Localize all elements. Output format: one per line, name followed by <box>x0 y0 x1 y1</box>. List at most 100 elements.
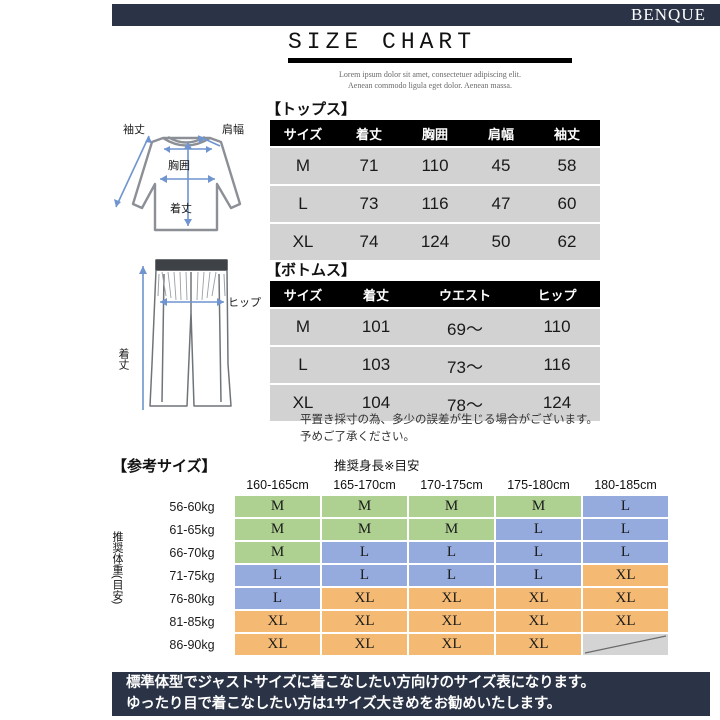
reference-weight-label: 71-75kg <box>169 568 215 583</box>
note-line-1: 平置き採寸の為、多少の誤差が生じる場合がございます。 <box>300 414 598 426</box>
label-hip: ヒップ <box>228 296 261 309</box>
tops-header-row: サイズ 着丈 胸囲 肩幅 袖丈 <box>270 120 600 146</box>
reference-cell: M <box>496 496 581 517</box>
recommended-weight-title: 推奨体重(目安) <box>111 531 123 605</box>
reference-corner-cell <box>154 476 233 494</box>
bottoms-cell-waist: 69〜 <box>416 309 514 345</box>
reference-cell: M <box>235 542 320 563</box>
tops-cell-chest: 116 <box>402 186 468 222</box>
recommended-height-title: 推奨身長※目安 <box>334 459 420 473</box>
bottoms-cell-size: XL <box>270 385 336 421</box>
pants-illustration: ヒップ 着丈 <box>117 259 261 410</box>
tops-cell-length: 74 <box>336 224 402 260</box>
bottoms-col-length: 着丈 <box>336 281 416 307</box>
label-chest: 胸囲 <box>168 158 190 172</box>
reference-cell: M <box>409 496 494 517</box>
reference-cell: M <box>322 519 407 540</box>
bottoms-cell-size: L <box>270 347 336 383</box>
title-block: SIZE CHART Lorem ipsum dolor sit amet, c… <box>288 29 600 91</box>
tops-col-chest: 胸囲 <box>402 120 468 146</box>
label-sleeve-length: 袖丈 <box>123 122 145 136</box>
reference-section-heading: 【参考サイズ】 <box>112 458 217 475</box>
tops-size-table: サイズ 着丈 胸囲 肩幅 袖丈 M 71 110 45 58 L 73 116 … <box>270 118 600 262</box>
reference-cell: L <box>583 542 668 563</box>
reference-height-col-4: 180-185cm <box>594 478 657 492</box>
bottoms-cell-length: 103 <box>336 347 416 383</box>
table-row: 56-60kg M M M M L <box>154 496 668 517</box>
label-body-length: 着丈 <box>170 201 192 215</box>
footer-line-2: ゆったり目で着こなしたい方は1サイズ大きめをお勧めいたします。 <box>126 696 561 712</box>
tops-col-sleeve: 袖丈 <box>534 120 600 146</box>
tops-cell-size: L <box>270 186 336 222</box>
table-row: 81-85kg XL XL XL XL XL <box>154 611 668 632</box>
reference-cell: XL <box>583 611 668 632</box>
bottoms-cell-hip: 110 <box>514 309 600 345</box>
reference-cell-unavailable <box>583 634 668 655</box>
reference-cell: L <box>322 542 407 563</box>
tops-cell-length: 73 <box>336 186 402 222</box>
tops-illustration: 袖丈 肩幅 胸囲 着丈 <box>114 122 244 232</box>
bottoms-cell-hip: 124 <box>514 385 600 421</box>
tops-cell-length: 71 <box>336 148 402 184</box>
bottoms-col-size: サイズ <box>270 281 336 307</box>
table-row: 61-65kg M M M L L <box>154 519 668 540</box>
tops-cell-shoulder: 47 <box>468 186 534 222</box>
page-title: SIZE CHART <box>288 29 477 55</box>
reference-cell: L <box>409 565 494 586</box>
tops-cell-size: XL <box>270 224 336 260</box>
reference-cell: L <box>583 519 668 540</box>
reference-cell: L <box>583 496 668 517</box>
table-row: XL 104 78〜 124 <box>270 385 600 421</box>
measurement-note: 平置き採寸の為、多少の誤差が生じる場合がございます。 予めご了承ください。 <box>300 412 600 446</box>
bottoms-section-heading: 【ボトムス】 <box>266 262 357 279</box>
reference-weight-label: 86-90kg <box>169 637 215 652</box>
title-divider <box>288 58 572 63</box>
reference-weight-label: 56-60kg <box>169 499 215 514</box>
reference-weight-label: 61-65kg <box>169 522 215 537</box>
footer-line-1: 標準体型でジャストサイズに着こなしたい方向けのサイズ表になります。 <box>126 675 595 691</box>
bottoms-cell-length: 101 <box>336 309 416 345</box>
tops-cell-shoulder: 50 <box>468 224 534 260</box>
tops-section-heading: 【トップス】 <box>266 101 357 118</box>
reference-cell: XL <box>322 588 407 609</box>
reference-cell: XL <box>496 611 581 632</box>
reference-cell: L <box>409 542 494 563</box>
tops-cell-sleeve: 62 <box>534 224 600 260</box>
table-row: XL 74 124 50 62 <box>270 224 600 260</box>
reference-cell: M <box>235 519 320 540</box>
bottoms-cell-length: 104 <box>336 385 416 421</box>
reference-header-row: 160-165cm 165-170cm 170-175cm 175-180cm … <box>154 476 668 494</box>
diagonal-strike-icon <box>584 635 667 654</box>
reference-cell: L <box>235 588 320 609</box>
label-shoulder-width: 肩幅 <box>222 122 244 136</box>
tops-cell-chest: 110 <box>402 148 468 184</box>
bottoms-col-waist: ウエスト <box>416 281 514 307</box>
reference-cell: XL <box>235 634 320 655</box>
note-line-2: 予めご了承ください。 <box>300 431 415 443</box>
reference-height-col-2: 170-175cm <box>420 478 483 492</box>
reference-size-grid: 160-165cm 165-170cm 170-175cm 175-180cm … <box>152 474 670 657</box>
label-pants-length: 着丈 <box>117 347 130 371</box>
tops-cell-sleeve: 60 <box>534 186 600 222</box>
lorem-line-1: Lorem ipsum dolor sit amet, consectetuer… <box>339 70 521 79</box>
bottoms-col-hip: ヒップ <box>514 281 600 307</box>
reference-weight-label: 76-80kg <box>169 591 215 606</box>
tops-col-size: サイズ <box>270 120 336 146</box>
reference-height-col-1: 165-170cm <box>333 478 396 492</box>
tops-cell-chest: 124 <box>402 224 468 260</box>
reference-weight-label: 66-70kg <box>169 545 215 560</box>
reference-cell: XL <box>322 611 407 632</box>
table-row: 86-90kg XL XL XL XL <box>154 634 668 655</box>
reference-height-col-3: 175-180cm <box>507 478 570 492</box>
table-row: 71-75kg L L L L XL <box>154 565 668 586</box>
reference-cell: M <box>235 496 320 517</box>
bottoms-cell-size: M <box>270 309 336 345</box>
bottoms-cell-hip: 116 <box>514 347 600 383</box>
reference-cell: XL <box>322 634 407 655</box>
reference-cell: XL <box>235 611 320 632</box>
tops-cell-sleeve: 58 <box>534 148 600 184</box>
reference-height-col-0: 160-165cm <box>246 478 309 492</box>
reference-cell: XL <box>409 634 494 655</box>
reference-cell: M <box>409 519 494 540</box>
tops-col-length: 着丈 <box>336 120 402 146</box>
